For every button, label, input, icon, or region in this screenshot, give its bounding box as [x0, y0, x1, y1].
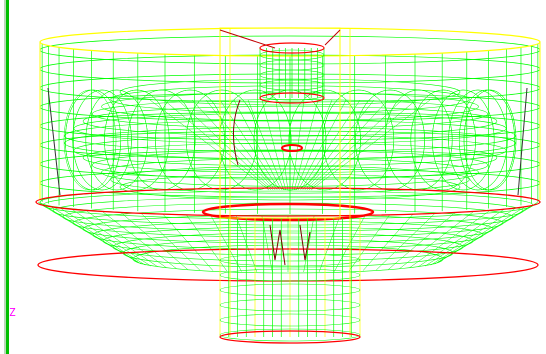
- z-axis-label: Z: [9, 306, 16, 319]
- viewport-border: [6, 0, 9, 354]
- center-column: [219, 27, 361, 344]
- base-plates: [35, 187, 541, 282]
- viewport-border-shadow: [4, 0, 6, 354]
